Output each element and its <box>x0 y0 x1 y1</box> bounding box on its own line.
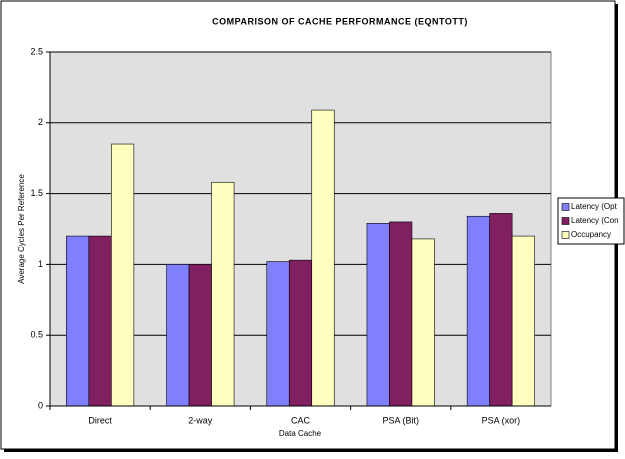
y-tick-label: 2.5 <box>30 46 43 56</box>
legend-swatch <box>561 231 570 239</box>
y-axis-title: Average Cycles Per Reference <box>17 174 26 284</box>
bar <box>511 235 535 407</box>
bar <box>311 109 335 407</box>
x-tick-label: PSA (Bit) <box>382 415 419 425</box>
y-tick-label: 1 <box>38 259 43 269</box>
x-tick-label: 2-way <box>188 415 213 425</box>
legend-label: Occupancy <box>571 230 611 239</box>
bar <box>66 235 90 407</box>
y-tick-label: 2 <box>38 117 43 127</box>
bar <box>188 264 212 407</box>
bar <box>366 223 390 407</box>
legend-label: Latency (Opt <box>571 202 618 211</box>
bar <box>288 259 313 407</box>
bar <box>166 264 190 407</box>
x-tick-label: Direct <box>88 415 112 425</box>
x-tick-label: CAC <box>291 415 311 425</box>
bar <box>389 221 413 407</box>
bar <box>489 213 513 407</box>
chart-title: COMPARISON OF CACHE PERFORMANCE (EQNTOTT… <box>212 16 468 26</box>
y-tick-label: 0.5 <box>30 330 43 340</box>
bar <box>466 215 490 407</box>
legend-swatch <box>561 217 570 225</box>
bar <box>211 181 235 407</box>
y-tick-label: 0 <box>38 400 43 410</box>
legend-label: Latency (Con <box>571 216 619 225</box>
bar <box>88 235 112 407</box>
legend-swatch <box>561 203 570 211</box>
x-axis-title: Data Cache <box>279 429 322 438</box>
bar <box>266 261 290 407</box>
bar <box>111 143 135 407</box>
x-tick-label: PSA (xor) <box>482 415 521 425</box>
y-tick-label: 1.5 <box>30 188 43 198</box>
bar <box>411 238 435 407</box>
